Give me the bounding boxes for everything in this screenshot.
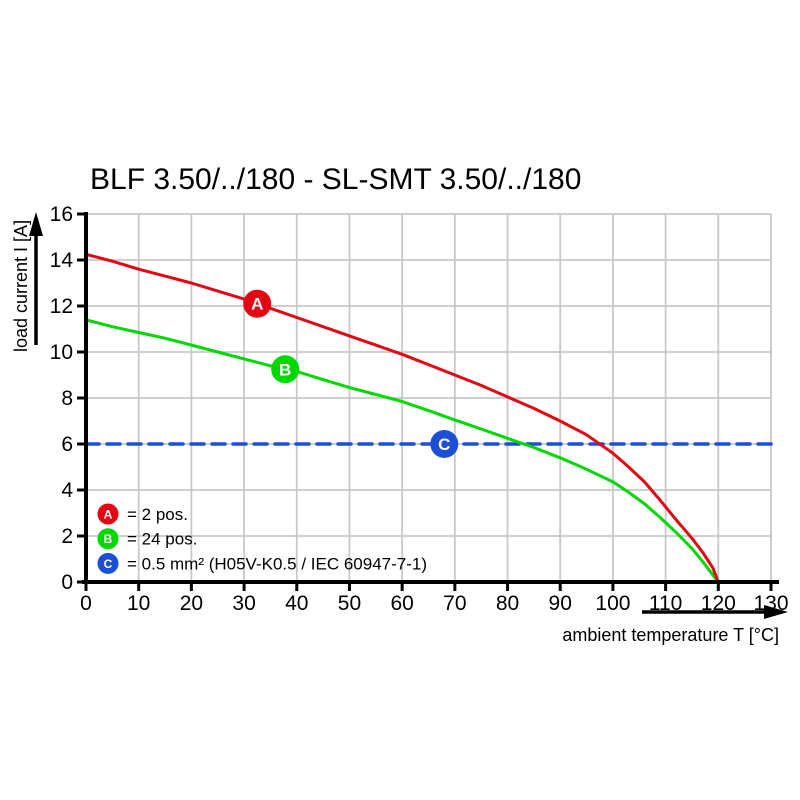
legend-label-B: = 24 pos. (127, 530, 197, 549)
y-tick-label: 10 (50, 341, 73, 364)
x-axis-title: ambient temperature T [°C] (562, 625, 779, 645)
legend-swatch-letter-A: A (104, 508, 113, 522)
x-tick-label: 90 (549, 592, 572, 615)
legend-swatch-letter-B: B (104, 532, 113, 546)
x-axis-arrow-icon (764, 605, 788, 619)
curve-B (84, 318, 720, 584)
legend-label-A: = 2 pos. (127, 505, 188, 524)
x-tick-label: 50 (338, 592, 361, 615)
x-tick-label: 30 (232, 592, 255, 615)
x-tick-label: 10 (127, 592, 150, 615)
x-tick-label: 40 (285, 592, 308, 615)
marker-letter-A: A (251, 295, 263, 314)
legend-swatch-B (97, 528, 119, 550)
legend-swatch-letter-C: C (104, 557, 113, 571)
x-tick-label: 130 (753, 592, 788, 615)
x-tick-label: 110 (649, 592, 682, 615)
legend-swatch-C (97, 552, 119, 574)
y-tick-label: 8 (61, 387, 73, 410)
y-tick-label: 16 (50, 203, 73, 226)
marker-B (271, 355, 300, 384)
y-tick-label: 4 (61, 479, 73, 502)
y-tick-label: 6 (61, 433, 73, 456)
marker-letter-B: B (279, 360, 291, 379)
y-tick-label: 14 (50, 249, 74, 272)
y-tick-label: 12 (50, 295, 73, 318)
x-tick-label: 120 (701, 592, 736, 615)
y-axis-title: load current I [A] (11, 220, 31, 352)
x-tick-label: 70 (443, 592, 466, 615)
y-tick-label: 2 (61, 525, 73, 548)
x-tick-label: 100 (595, 592, 630, 615)
marker-A (243, 289, 272, 318)
legend-label-C: = 0.5 mm² (H05V-K0.5 / IEC 60947-7-1) (127, 554, 427, 573)
x-tick-label: 60 (390, 592, 413, 615)
y-tick-label: 0 (61, 571, 73, 594)
y-axis-arrow-icon (29, 212, 43, 236)
legend-swatch-A (97, 503, 119, 525)
x-tick-label: 80 (496, 592, 519, 615)
chart-title: BLF 3.50/../180 - SL-SMT 3.50/../180 (90, 163, 582, 196)
x-tick-label: 0 (80, 592, 92, 615)
legend: A = 2 pos. B = 24 pos. C = 0.5 mm² (H05V-K0.5… (97, 503, 427, 574)
x-tick-label: 20 (180, 592, 203, 615)
marker-C (430, 430, 459, 458)
marker-letter-C: C (438, 435, 450, 454)
curve-A (84, 252, 720, 584)
